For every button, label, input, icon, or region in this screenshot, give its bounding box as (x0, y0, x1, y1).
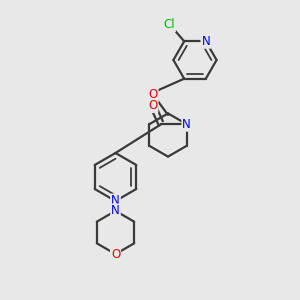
Text: O: O (148, 99, 158, 112)
Text: N: N (111, 194, 120, 208)
Text: O: O (148, 88, 158, 101)
Text: N: N (182, 118, 191, 131)
Text: Cl: Cl (164, 18, 175, 31)
Text: N: N (201, 35, 210, 48)
Text: O: O (111, 248, 120, 261)
Text: N: N (111, 204, 120, 218)
